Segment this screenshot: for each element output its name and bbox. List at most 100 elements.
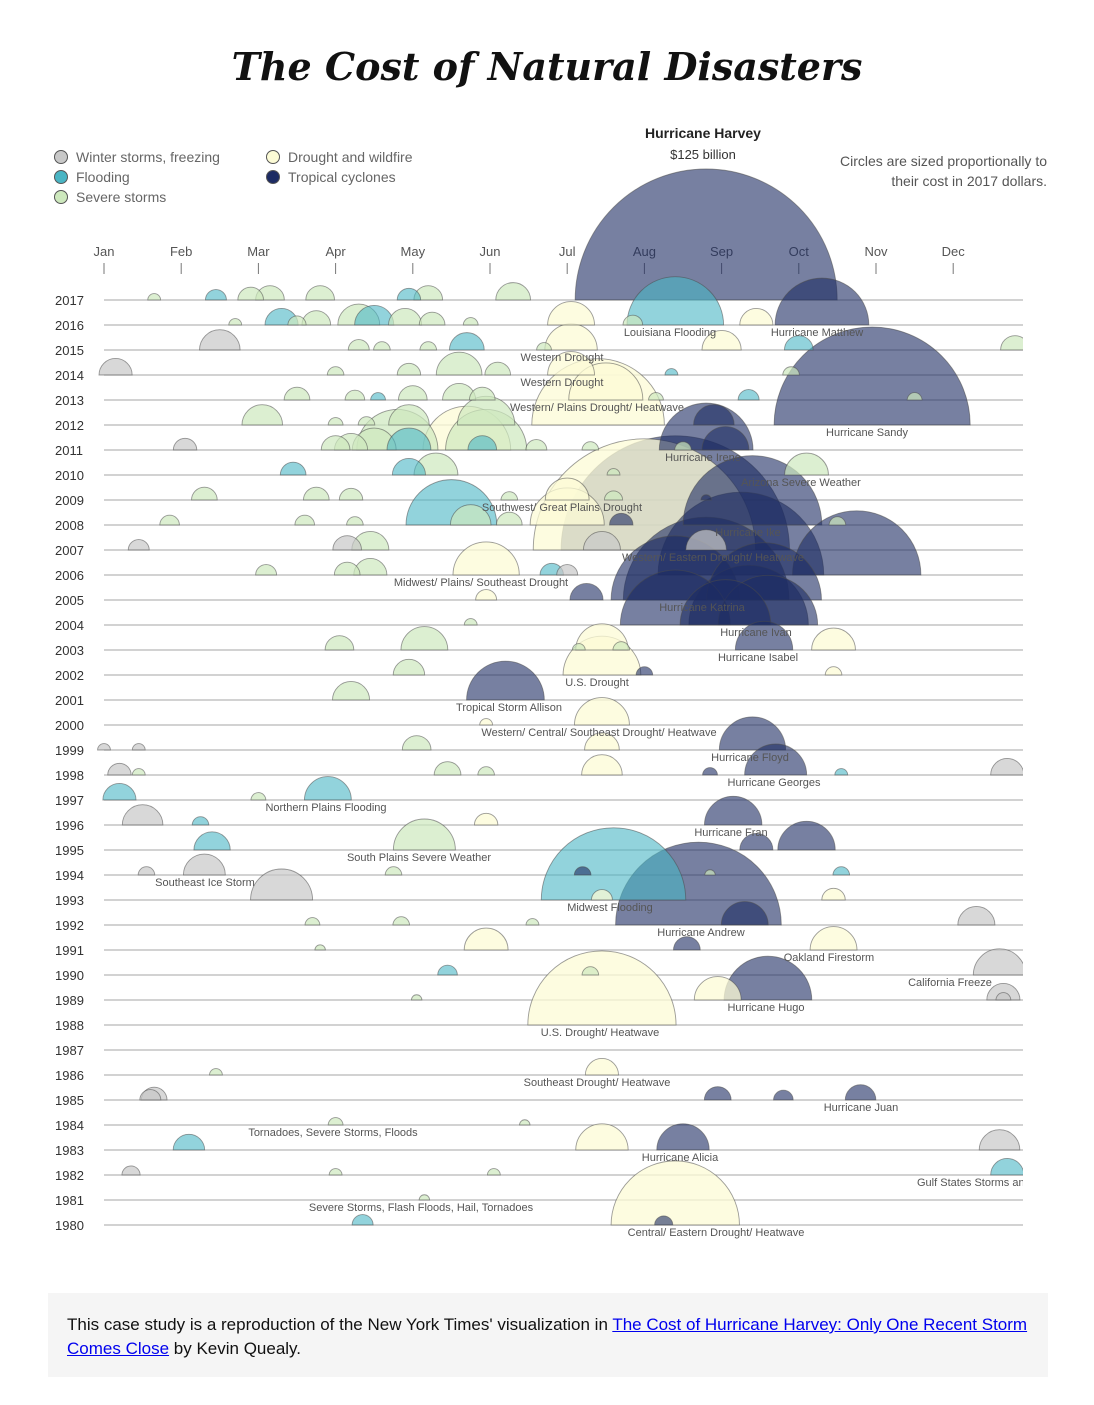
- bubble-severe: [384, 866, 403, 876]
- bubble-tropical: [773, 1089, 794, 1101]
- year-label-1986: 1986: [55, 1068, 84, 1083]
- year-label-1982: 1982: [55, 1168, 84, 1183]
- bubble-tropical: [720, 901, 769, 926]
- legend-label: Severe storms: [76, 189, 166, 205]
- year-label-1981: 1981: [55, 1193, 84, 1208]
- year-label-2005: 2005: [55, 593, 84, 608]
- bubble-drought: [473, 812, 499, 826]
- bubble-severe: [328, 1168, 343, 1176]
- bubble-flood: [172, 1133, 206, 1151]
- bubble-severe: [449, 504, 492, 526]
- bubble-severe: [347, 339, 370, 351]
- bubble-flood: [279, 461, 307, 476]
- year-label-2013: 2013: [55, 393, 84, 408]
- bubble-flood: [303, 776, 352, 801]
- footer-note: This case study is a reproduction of the…: [48, 1293, 1048, 1377]
- bubble-severe: [326, 366, 345, 376]
- bubble-severe: [287, 315, 307, 326]
- event-label: Hurricane Juan: [824, 1102, 899, 1114]
- bubble-winter: [182, 853, 226, 876]
- bubble-severe: [486, 1168, 501, 1176]
- bubble-severe: [468, 386, 496, 401]
- year-label-1993: 1993: [55, 893, 84, 908]
- event-label: South Plains Severe Weather: [347, 852, 491, 864]
- bubble-drought: [574, 697, 630, 726]
- bubble-severe: [303, 486, 330, 501]
- bubble-flood: [449, 332, 485, 351]
- bubble-drought: [544, 323, 598, 351]
- size-note: Circles are sized proportionally to their…: [840, 153, 1047, 189]
- bubble-severe: [338, 487, 364, 501]
- event-label: Western Drought: [521, 352, 604, 364]
- bubble-tropical: [673, 936, 701, 951]
- bubble-flood: [832, 866, 850, 876]
- bubble-winter: [98, 358, 133, 376]
- legend-label: Winter storms, freezing: [76, 149, 220, 165]
- event-label: Hurricane Matthew: [771, 327, 863, 339]
- bubble-severe: [305, 285, 335, 301]
- bubble-severe: [410, 994, 423, 1001]
- legend-item-flood: Flooding: [54, 169, 130, 185]
- bubble-drought: [821, 887, 846, 901]
- bubble-drought: [581, 754, 623, 776]
- year-label-2011: 2011: [55, 443, 83, 458]
- bubble-tropical: [574, 168, 838, 301]
- bubble-tropical: [702, 767, 718, 776]
- year-label-2001: 2001: [55, 693, 84, 708]
- legend-label: Tropical cyclones: [288, 169, 396, 185]
- event-label: Southwest/ Great Plains Drought: [482, 502, 642, 514]
- source-link[interactable]: The Cost of Hurricane Harvey: Only One R…: [67, 1315, 1028, 1358]
- bubble-severe: [228, 318, 243, 326]
- year-label-1997: 1997: [55, 793, 84, 808]
- bubble-severe: [477, 766, 495, 776]
- bubble-severe: [906, 392, 923, 401]
- bubble-flood: [664, 368, 679, 376]
- event-label: Hurricane Hugo: [727, 1002, 804, 1014]
- bubble-severe: [648, 392, 664, 401]
- bubble-tropical: [656, 1123, 710, 1151]
- bubble-drought: [452, 541, 520, 576]
- bubble-tropical: [773, 326, 971, 426]
- bubble-flood: [193, 831, 231, 851]
- bubble-severe: [255, 564, 278, 576]
- month-label-jul: Jul: [559, 244, 576, 259]
- bubble-severe: [536, 342, 552, 351]
- bubble-drought: [479, 718, 494, 726]
- year-label-1987: 1987: [55, 1043, 84, 1058]
- month-axis: JanFebMarAprMayJunJulAugSepOctNovDec: [94, 244, 965, 274]
- bubble-drought: [584, 1058, 619, 1076]
- bubble-tropical: [609, 512, 634, 526]
- legend-swatch: [266, 170, 280, 184]
- event-label: Midwest/ Plains/ Southeast Drought: [394, 577, 568, 589]
- bubble-drought: [591, 889, 613, 901]
- year-label-2002: 2002: [55, 668, 84, 683]
- bubble-severe: [392, 818, 456, 851]
- year-label-2009: 2009: [55, 493, 84, 508]
- bubble-severe: [373, 341, 391, 351]
- bubble-drought: [824, 666, 843, 676]
- bubble-severe: [324, 635, 355, 651]
- bubble-drought: [739, 308, 774, 326]
- bubble-severe: [612, 641, 630, 651]
- year-label-1994: 1994: [55, 868, 84, 883]
- bubble-flood: [205, 289, 227, 301]
- footer-suffix: by Kevin Quealy.: [169, 1339, 302, 1358]
- bubble-severe: [418, 1194, 431, 1201]
- legend: Winter storms, freezing Flooding Severe st…: [54, 149, 413, 205]
- chart-title: The Cost of Natural Disasters: [231, 44, 863, 89]
- bubble-severe: [397, 385, 428, 401]
- year-rows: 2017 2016 2015 2014 2013 2012 2011 2010 2009 2008…: [55, 293, 1023, 1233]
- bubble-winter: [121, 1165, 141, 1176]
- bubble-severe: [462, 317, 479, 326]
- bubble-winter: [995, 992, 1012, 1001]
- bubble-drought: [575, 623, 629, 651]
- bubble-winter: [121, 804, 164, 826]
- year-label-1992: 1992: [55, 918, 84, 933]
- bubble-flood: [386, 427, 432, 451]
- bubble-severe: [346, 516, 364, 526]
- bubble-severe: [571, 643, 586, 651]
- bubble-severe: [704, 869, 716, 876]
- bubble-severe: [525, 439, 548, 451]
- harvey-annotation: Hurricane Harvey $125 billion: [645, 125, 761, 162]
- event-label: Southeast Ice Storm: [155, 877, 255, 889]
